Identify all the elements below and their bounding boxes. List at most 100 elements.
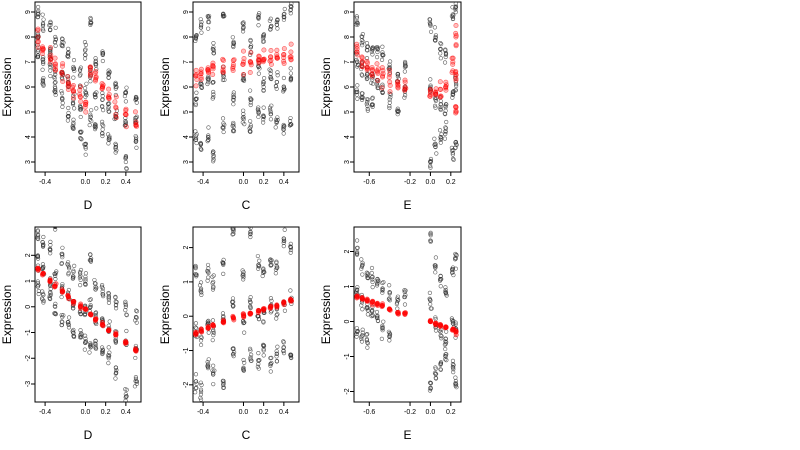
observed-point bbox=[93, 346, 99, 351]
observed-point bbox=[59, 261, 64, 266]
observed-point bbox=[66, 315, 72, 320]
observed-point bbox=[198, 392, 204, 397]
observed-point bbox=[287, 119, 293, 124]
observed-point bbox=[453, 375, 458, 380]
observed-point bbox=[375, 313, 380, 318]
fitted-point bbox=[427, 89, 433, 95]
observed-point bbox=[70, 124, 75, 129]
y-tick-label: 3 bbox=[344, 160, 351, 164]
observed-point bbox=[282, 11, 287, 16]
observed-point bbox=[53, 227, 58, 230]
x-tick-label: 0.2 bbox=[259, 409, 269, 416]
fitted-point bbox=[379, 85, 385, 91]
fitted-point bbox=[123, 124, 129, 130]
observed-point bbox=[210, 318, 216, 323]
observed-point bbox=[396, 297, 401, 303]
observed-point bbox=[386, 297, 392, 302]
fitted-point bbox=[193, 73, 199, 79]
observed-point bbox=[100, 119, 105, 124]
observed-point bbox=[359, 257, 364, 262]
observed-point bbox=[241, 108, 246, 113]
observed-point bbox=[106, 71, 111, 76]
observed-point bbox=[354, 252, 360, 257]
observed-point bbox=[94, 67, 99, 72]
fitted-point bbox=[77, 94, 83, 100]
observed-point bbox=[66, 322, 71, 327]
observed-point bbox=[66, 287, 71, 293]
fitted-point bbox=[65, 87, 71, 93]
observed-point bbox=[241, 357, 246, 363]
observed-point bbox=[360, 307, 365, 312]
observed-point bbox=[231, 354, 236, 359]
observed-point bbox=[83, 336, 88, 341]
y-axis-title: Expression bbox=[319, 57, 333, 116]
observed-point bbox=[450, 95, 455, 100]
observed-point bbox=[66, 110, 71, 116]
fitted-point bbox=[240, 48, 246, 54]
observed-point bbox=[257, 357, 262, 363]
observed-point bbox=[281, 240, 286, 245]
observed-point bbox=[402, 95, 407, 100]
observed-point bbox=[433, 270, 438, 275]
observed-point bbox=[79, 137, 84, 142]
fitted-point bbox=[453, 77, 459, 83]
observed-point bbox=[198, 280, 204, 285]
observed-point bbox=[359, 264, 365, 269]
observed-point bbox=[71, 58, 77, 63]
observed-point bbox=[256, 105, 261, 110]
observed-point bbox=[380, 90, 385, 95]
observed-point bbox=[78, 105, 83, 110]
observed-point bbox=[92, 277, 97, 283]
observed-point bbox=[248, 227, 253, 230]
panel-5: -0.4 0.0 0.2 0.4 -2 -1 0 1 2 C Expression bbox=[158, 226, 300, 442]
observed-point bbox=[433, 371, 439, 377]
observed-point bbox=[65, 118, 70, 123]
x-axis-title: E bbox=[403, 428, 411, 442]
observed-point bbox=[274, 80, 280, 85]
observed-point bbox=[193, 265, 198, 270]
fitted-point bbox=[453, 76, 459, 82]
observed-point bbox=[107, 101, 112, 106]
observed-point bbox=[354, 334, 359, 339]
observed-point bbox=[450, 148, 455, 153]
observed-point bbox=[275, 117, 280, 123]
observed-point bbox=[106, 291, 111, 296]
observed-point bbox=[256, 351, 261, 356]
observed-point bbox=[221, 129, 226, 135]
y-tick-label: 7 bbox=[25, 60, 32, 64]
fitted-point bbox=[47, 45, 53, 51]
observed-point bbox=[94, 321, 99, 327]
observed-point bbox=[248, 348, 253, 353]
fitted-point bbox=[240, 71, 246, 77]
observed-point bbox=[355, 329, 360, 334]
observed-point bbox=[380, 288, 385, 293]
fitted-point bbox=[453, 329, 459, 335]
observed-point bbox=[65, 320, 71, 325]
fitted-point bbox=[52, 63, 58, 69]
observed-point bbox=[211, 89, 216, 95]
observed-point bbox=[35, 15, 40, 20]
observed-point bbox=[451, 157, 456, 162]
observed-point bbox=[221, 385, 227, 390]
fitted-point bbox=[210, 66, 216, 72]
observed-point bbox=[134, 145, 139, 150]
observed-point bbox=[83, 281, 88, 286]
observed-point bbox=[133, 355, 138, 361]
fitted-point bbox=[380, 73, 386, 79]
observed-point bbox=[241, 366, 246, 371]
observed-point bbox=[355, 96, 360, 101]
observed-point bbox=[65, 53, 71, 58]
x-tick-label: 0.2 bbox=[446, 409, 456, 416]
observed-point bbox=[211, 92, 216, 97]
observed-point bbox=[364, 47, 370, 53]
observed-point bbox=[93, 310, 99, 315]
observed-point bbox=[71, 268, 76, 273]
observed-point bbox=[370, 277, 375, 282]
observed-point bbox=[123, 159, 128, 165]
observed-point bbox=[206, 77, 211, 82]
observed-point bbox=[261, 120, 266, 125]
x-tick-label: 0.4 bbox=[279, 409, 289, 416]
observed-point bbox=[41, 292, 46, 298]
observed-point bbox=[273, 83, 279, 89]
observed-point bbox=[78, 267, 84, 273]
